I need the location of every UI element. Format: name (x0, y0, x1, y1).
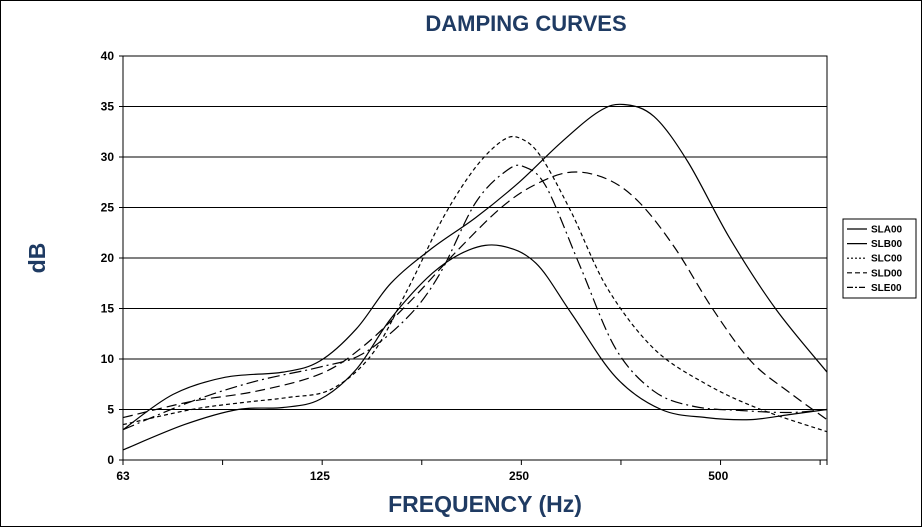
legend-label-slb00: SLB00 (871, 239, 903, 250)
y-tick-label-25: 25 (101, 201, 115, 215)
series-line-slb00 (122, 103, 828, 431)
x-axis-title: FREQUENCY (Hz) (388, 491, 582, 517)
plot-area (122, 55, 828, 461)
x-tick-label-500: 500 (708, 469, 728, 483)
y-tick-label-5: 5 (107, 403, 114, 417)
y-axis-title: dB (24, 243, 50, 274)
legend-label-sld00: SLD00 (871, 268, 903, 279)
y-tick-label-35: 35 (101, 100, 115, 114)
y-tick-label-15: 15 (101, 302, 115, 316)
y-tick-label-40: 40 (101, 49, 115, 63)
series-line-sle00 (122, 164, 828, 431)
legend-label-sla00: SLA00 (871, 225, 903, 236)
y-tick-label-20: 20 (101, 251, 115, 265)
series-line-slc00 (122, 135, 828, 433)
legend: SLA00 SLB00 SLC00 SLD00 SLE00 (842, 218, 917, 299)
x-tick-label-63: 63 (116, 469, 130, 483)
y-tick-label-30: 30 (101, 150, 115, 164)
x-tick-label-250: 250 (509, 469, 529, 483)
legend-label-sle00: SLE00 (871, 283, 902, 294)
y-tick-label-10: 10 (101, 352, 115, 366)
y-tick-label-0: 0 (107, 453, 114, 467)
x-tick-label-125: 125 (310, 469, 330, 483)
series-line-sld00 (122, 171, 828, 421)
series-line-sla00 (122, 244, 828, 451)
chart-title: DAMPING CURVES (425, 11, 626, 36)
legend-label-slc00: SLC00 (871, 254, 903, 265)
